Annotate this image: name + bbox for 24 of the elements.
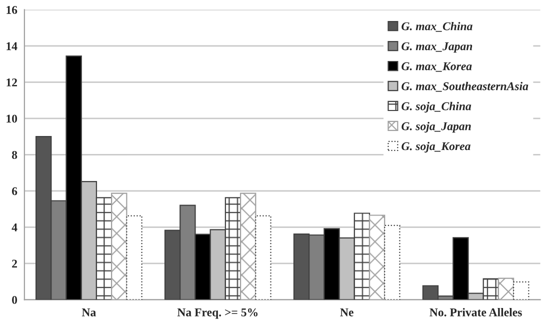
y-tick-label: 6 xyxy=(12,187,18,196)
x-tick-label: Na Freq. >= 5% xyxy=(177,308,258,319)
x-tick-label: Ne xyxy=(340,308,354,316)
y-tick-label: 10 xyxy=(6,114,18,123)
y-tick-label: 0 xyxy=(12,296,18,304)
bar xyxy=(384,224,400,300)
y-tick-label: 4 xyxy=(12,224,18,232)
legend-label: G. soja_China xyxy=(402,102,472,113)
bar xyxy=(255,215,272,300)
legend-label: G. soja_Korea xyxy=(402,142,470,153)
y-tick-label: 8 xyxy=(12,150,18,159)
legend-label: G. max_Korea xyxy=(402,62,472,72)
bar xyxy=(513,281,530,300)
x-tick-label: No. Private Alleles xyxy=(430,308,522,316)
x-tick-label: Na xyxy=(82,308,96,316)
legend-label: G. soja_Japan xyxy=(402,122,471,133)
legend-label: G. max_Japan xyxy=(402,42,472,53)
y-tick-label: 2 xyxy=(12,260,17,268)
y-tick-label: 14 xyxy=(6,42,18,50)
y-tick-label: 16 xyxy=(6,6,18,14)
legend-label: G. max_China xyxy=(402,22,472,32)
legend-label: G. max_SoutheasternAsia xyxy=(402,82,528,92)
y-tick-label: 12 xyxy=(6,78,17,86)
bar xyxy=(126,215,142,300)
